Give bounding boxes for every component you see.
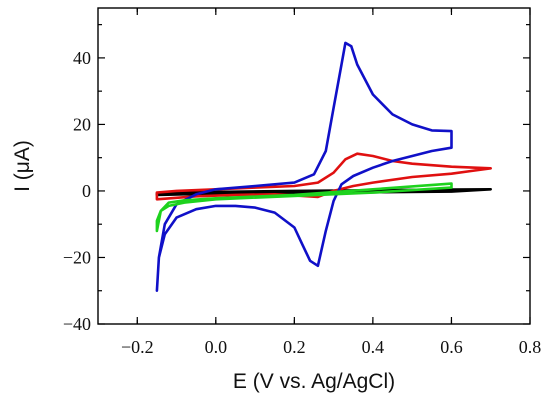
- x-axis-title: E (V vs. Ag/AgCl): [233, 370, 395, 393]
- ticks-layer: −0.2 0.0 0.2 0.4 0.6 0.8 −40 −20 0 20 40: [63, 8, 541, 357]
- x-tick-label: 0.0: [205, 337, 228, 357]
- x-tick-label: 0.8: [519, 337, 542, 357]
- series-layer: [155, 41, 492, 292]
- series-line-3: [155, 41, 453, 292]
- x-tick-label: −0.2: [121, 337, 154, 357]
- x-tick-label: 0.6: [440, 337, 463, 357]
- y-tick-label: 40: [73, 48, 91, 68]
- x-tick-label: 0.2: [283, 337, 306, 357]
- x-tick-label: 0.4: [362, 337, 385, 357]
- plot-frame: [97, 7, 531, 325]
- series-line-1: [155, 188, 492, 197]
- y-tick-label: −20: [63, 247, 91, 267]
- y-tick-label: 0: [82, 181, 91, 201]
- series-line-4: [155, 182, 453, 233]
- y-tick-label: 20: [73, 114, 91, 134]
- y-axis-title: I (μA): [11, 140, 34, 192]
- y-tick-label: −40: [63, 314, 91, 334]
